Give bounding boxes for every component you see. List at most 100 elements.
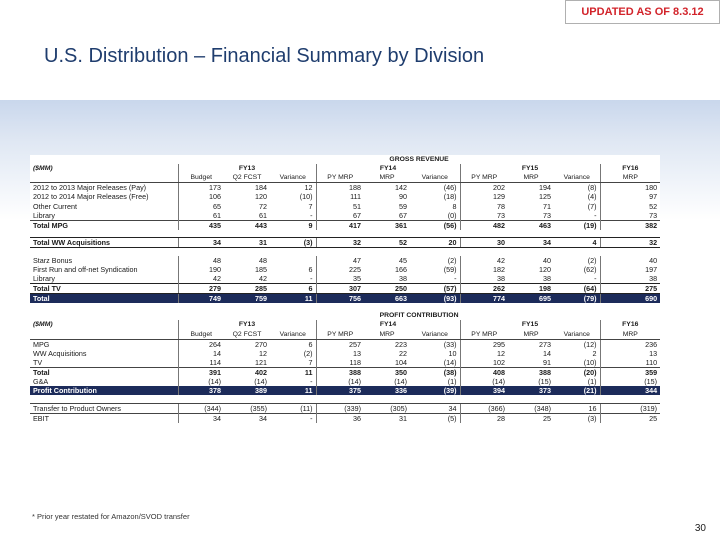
gross-value-cell: 279 — [177, 283, 224, 295]
gross-value-cell: 185 — [255, 265, 267, 275]
gross-value-cell: 182 — [459, 264, 508, 275]
gross-value-cell: 61 — [259, 210, 267, 220]
gross-row-label: Library — [33, 210, 55, 220]
gross-value-cell: 7 — [308, 201, 313, 211]
gross-value-cell: 9 — [270, 219, 316, 230]
gross-value-cell: 307 — [315, 283, 364, 295]
gross-value-cell: 40 — [599, 255, 661, 265]
gross-value-cell: 120 — [255, 192, 267, 202]
gross-value-cell: 40 — [543, 255, 551, 265]
profit-header-row: Budget Q2 FCST Variance PY MRP MRP Variance PY… — [30, 329, 661, 340]
profit-value-cell: 36 — [315, 412, 364, 423]
gross-value-cell: 45 — [399, 255, 407, 265]
profit-value-cell: (14) — [394, 376, 407, 386]
gross-value-cell: 47 — [315, 255, 364, 265]
profit-value-cell: (10) — [583, 357, 597, 367]
profit-value-cell: 350 — [364, 366, 410, 377]
gross-value-cell: 250 — [364, 283, 410, 295]
gross-row-label: Total WW Acquisitions — [30, 237, 178, 249]
gross-value-cell: (2) — [447, 255, 457, 265]
gross-value-cell: 72 — [259, 201, 267, 211]
gross-value-cell: 59 — [399, 201, 407, 211]
gross-value-cell: 382 — [599, 219, 661, 230]
profit-value-cell: 31 — [364, 412, 410, 423]
gross-value-cell: 111 — [315, 192, 364, 202]
gross-column-header: PY MRP — [459, 173, 508, 184]
gross-table-row: Library 42 42-35 38-38 38-38 — [30, 274, 661, 284]
gross-value-cell: 190 — [177, 264, 224, 275]
profit-value-cell: 359 — [599, 366, 661, 377]
gross-value-cell: 202 — [459, 182, 508, 193]
profit-value-cell: 16 — [554, 402, 600, 414]
profit-value-cell: 104 — [395, 357, 407, 367]
gross-value-cell: 166 — [395, 265, 407, 275]
gross-value-cell: 32 — [315, 237, 364, 249]
gross-value-cell: 749 — [177, 293, 224, 304]
profit-column-header: PY MRP — [459, 329, 508, 340]
profit-value-cell: 270 — [255, 339, 267, 349]
gross-value-cell: 97 — [599, 192, 661, 202]
gross-value-cell: 443 — [224, 219, 270, 230]
profit-row-label: Transfer to Product Owners — [30, 402, 178, 414]
gross-value-cell: 61 — [177, 210, 224, 221]
profit-value-cell: 13 — [599, 348, 661, 358]
gross-value-cell: (7) — [587, 201, 597, 211]
profit-value-cell: (339) — [315, 402, 364, 414]
profit-section-title: PROFIT CONTRIBUTION — [379, 312, 459, 320]
gross-value-cell: 34 — [177, 237, 224, 249]
gross-value-cell: 67 — [315, 210, 364, 221]
profit-blank — [30, 311, 178, 320]
profit-value-cell: (5) — [410, 412, 460, 423]
profit-value-cell: 389 — [224, 385, 270, 396]
gross-column-header: MRP — [508, 173, 554, 184]
profit-value-cell: (33) — [443, 339, 457, 349]
gross-value-cell: - — [310, 274, 313, 284]
gross-value-cell: 188 — [315, 182, 364, 193]
gross-value-cell: - — [594, 210, 597, 220]
gross-table-row: Starz Bonus 48 48 47 45 (2) 42 40 (2) 40 — [30, 255, 661, 265]
profit-value-cell: 394 — [459, 385, 508, 396]
profit-value-cell: (1) — [447, 376, 457, 386]
gross-row-label: Starz Bonus — [33, 255, 73, 265]
profit-header-blank — [30, 329, 178, 340]
gross-column-header: Q2 FCST — [224, 173, 270, 184]
profit-value-cell: (2) — [303, 348, 313, 358]
gross-value-cell: (62) — [583, 265, 597, 275]
gross-value-cell: - — [594, 274, 597, 284]
profit-value-cell: (11) — [270, 402, 316, 414]
profit-value-cell: 10 — [448, 348, 457, 358]
gross-value-cell: 38 — [599, 274, 661, 284]
gross-value-cell: 285 — [224, 283, 270, 295]
gross-value-cell: (18) — [443, 192, 457, 202]
gross-value-cell: (79) — [554, 293, 600, 304]
profit-value-cell: 25 — [508, 412, 554, 423]
gross-value-cell: (64) — [554, 283, 600, 295]
gross-value-cell: 78 — [459, 201, 508, 211]
gross-table-row: Total TV 279 285 6 307 250 (57) 262 198 (64) 275 — [30, 283, 661, 295]
gross-table-row: 2012 to 2013 Major Releases (Pay) 173 184 1… — [30, 182, 661, 193]
gross-value-cell: (8) — [587, 183, 597, 193]
gross-row-label: Total — [30, 293, 178, 304]
profit-value-cell: (344) — [177, 402, 224, 414]
gross-value-cell: (4) — [587, 192, 597, 202]
gross-value-cell: 31 — [224, 237, 270, 249]
gross-value-cell: 20 — [410, 237, 460, 249]
profit-value-cell: (14) — [315, 376, 364, 386]
gross-group-fy16: FY16 — [599, 164, 661, 174]
profit-value-cell: 257 — [315, 339, 364, 349]
page-number: 30 — [694, 523, 706, 534]
gross-value-cell: 774 — [459, 293, 508, 304]
profit-value-cell: 121 — [255, 357, 267, 367]
profit-section-title-row: PROFIT CONTRIBUTION — [30, 311, 660, 320]
financial-summary-sheet: GROSS REVENUE ($MM) FY13 FY14 FY15 FY16 Budget… — [30, 155, 661, 500]
gross-value-cell: 198 — [508, 283, 554, 295]
profit-value-cell: 236 — [599, 339, 661, 349]
profit-table-row: Profit Contribution 378 389 11 375 336 (39) 394… — [30, 385, 661, 396]
profit-value-cell: 378 — [177, 385, 224, 396]
profit-spacer-cell — [30, 395, 660, 403]
gross-spacer-row — [30, 248, 660, 256]
profit-value-cell: 118 — [315, 357, 364, 368]
gross-value-cell: 663 — [364, 293, 410, 304]
gross-value-cell — [270, 256, 316, 265]
gross-value-cell: 120 — [539, 265, 551, 275]
